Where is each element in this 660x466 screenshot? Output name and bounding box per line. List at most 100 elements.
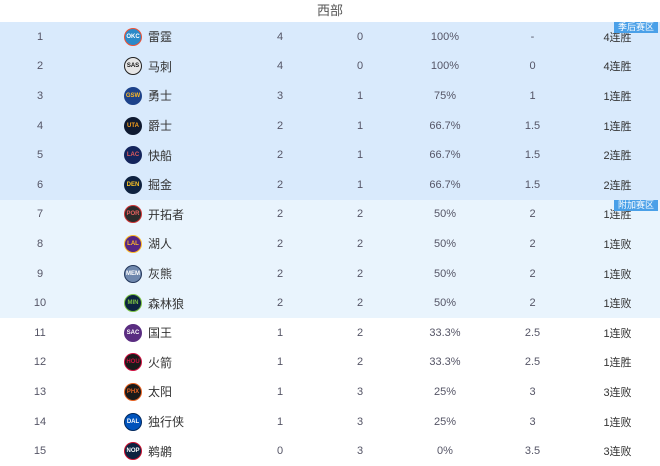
win-pct-value: 66.7% — [429, 149, 461, 162]
team-logo-icon: DAL — [124, 412, 142, 431]
win-pct-value: 33.3% — [429, 326, 461, 339]
games-behind-value: - — [530, 30, 535, 43]
losses-value: 1 — [356, 149, 364, 162]
team-logo-icon: MIN — [124, 294, 142, 313]
wins-value: 3 — [276, 89, 284, 102]
team-name: 灰熊 — [148, 267, 173, 282]
team-name: 鹈鹕 — [148, 444, 173, 459]
standings-row[interactable]: 15 NOP 鹈鹕 0 3 0% 3.5 3连败 — [0, 436, 660, 466]
losses-value: 1 — [356, 89, 364, 102]
wins-value: 0 — [276, 445, 284, 458]
losses-value: 2 — [356, 267, 364, 280]
team-name: 国王 — [148, 326, 173, 341]
losses-value: 2 — [356, 237, 364, 250]
streak-value: 3连败 — [603, 446, 632, 459]
games-behind-value: 1.5 — [524, 149, 541, 162]
standings-row[interactable]: 10 MIN 森林狼 2 2 50% 2 1连败 — [0, 288, 660, 318]
team-cell[interactable]: GSW 勇士 — [80, 86, 240, 105]
playin-zone-badge: 附加赛区 — [613, 199, 658, 211]
win-pct-value: 100% — [430, 60, 460, 73]
win-pct-value: 100% — [430, 30, 460, 43]
standings-row[interactable]: 12 HOU 火箭 1 2 33.3% 2.5 1连胜 — [0, 347, 660, 378]
win-pct-value: 50% — [433, 267, 457, 280]
playoff-zone-badge: 季后赛区 — [613, 22, 658, 33]
team-cell[interactable]: DEN 掘金 — [80, 175, 240, 194]
losses-value: 2 — [356, 356, 364, 369]
team-logo-icon: LAC — [124, 146, 142, 165]
streak-value: 1连败 — [603, 298, 632, 311]
standings-row[interactable]: 8 LAL 湖人 2 2 50% 2 1连败 — [0, 229, 660, 259]
rank-label: 11 — [34, 326, 46, 339]
losses-value: 2 — [356, 326, 364, 339]
standings-row[interactable]: 3 GSW 勇士 3 1 75% 1 1连胜 — [0, 81, 660, 111]
wins-value: 4 — [276, 60, 284, 73]
team-logo-icon: SAC — [124, 323, 142, 342]
standings-row[interactable]: 5 LAC 快船 2 1 66.7% 1.5 2连胜 — [0, 140, 660, 170]
standings-row[interactable]: 13 PHX 太阳 1 3 25% 3 3连败 — [0, 377, 660, 407]
team-name: 独行侠 — [148, 415, 185, 430]
team-logo-icon: NOP — [124, 442, 142, 461]
team-cell[interactable]: POR 开拓者 — [80, 205, 240, 224]
streak-value: 2连胜 — [603, 150, 632, 163]
win-pct-value: 50% — [433, 237, 457, 250]
losses-value: 1 — [356, 178, 364, 191]
losses-value: 1 — [356, 119, 364, 132]
wins-value: 2 — [276, 178, 284, 191]
team-cell[interactable]: MEM 灰熊 — [80, 264, 240, 283]
wins-value: 2 — [276, 297, 284, 310]
wins-value: 1 — [276, 385, 284, 398]
standings-row[interactable]: 1 OKC 雷霆 4 0 100% - 4连胜 季后赛区 — [0, 22, 660, 52]
team-name: 掘金 — [148, 178, 173, 193]
team-name: 太阳 — [148, 385, 173, 400]
team-cell[interactable]: HOU 火箭 — [80, 353, 240, 372]
team-cell[interactable]: SAC 国王 — [80, 323, 240, 342]
streak-value: 1连胜 — [603, 120, 632, 133]
win-pct-value: 66.7% — [429, 119, 461, 132]
standings-row[interactable]: 2 SAS 马刺 4 0 100% 0 4连胜 — [0, 51, 660, 82]
standings-row[interactable]: 14 DAL 独行侠 1 3 25% 3 1连败 — [0, 406, 660, 437]
standings-row[interactable]: 9 MEM 灰熊 2 2 50% 2 1连败 — [0, 258, 660, 289]
standings-row[interactable]: 7 POR 开拓者 2 2 50% 2 1连胜 附加赛区 — [0, 199, 660, 230]
team-name: 马刺 — [148, 59, 173, 74]
standings-row[interactable]: 6 DEN 掘金 2 1 66.7% 1.5 2连胜 — [0, 169, 660, 200]
team-cell[interactable]: LAL 湖人 — [80, 234, 240, 253]
team-cell[interactable]: OKC 雷霆 — [80, 27, 240, 46]
standings-row[interactable]: 4 UTA 爵士 2 1 66.7% 1.5 1连胜 — [0, 110, 660, 141]
wins-value: 2 — [276, 237, 284, 250]
wins-value: 4 — [276, 30, 284, 43]
streak-value: 4连胜 — [603, 31, 632, 44]
rank-label: 1 — [36, 30, 44, 43]
team-cell[interactable]: LAC 快船 — [80, 146, 240, 165]
team-cell[interactable]: UTA 爵士 — [80, 116, 240, 135]
rank-label: 8 — [36, 237, 44, 250]
win-pct-value: 25% — [433, 415, 457, 428]
losses-value: 2 — [356, 208, 364, 221]
team-name: 雷霆 — [148, 30, 173, 45]
streak-value: 1连胜 — [603, 209, 632, 222]
team-cell[interactable]: DAL 独行侠 — [80, 412, 240, 431]
team-cell[interactable]: MIN 森林狼 — [80, 294, 240, 313]
streak-value: 1连败 — [603, 238, 632, 251]
rank-label: 6 — [36, 178, 44, 191]
win-pct-value: 33.3% — [429, 356, 461, 369]
team-logo-icon: SAS — [124, 57, 142, 76]
rank-label: 2 — [36, 60, 44, 73]
team-name: 火箭 — [148, 355, 173, 370]
team-cell[interactable]: SAS 马刺 — [80, 57, 240, 76]
streak-value: 2连胜 — [603, 179, 632, 192]
team-cell[interactable]: PHX 太阳 — [80, 382, 240, 401]
streak-value: 1连败 — [603, 268, 632, 281]
losses-value: 3 — [356, 415, 364, 428]
games-behind-value: 3 — [529, 385, 536, 398]
standings-row[interactable]: 11 SAC 国王 1 2 33.3% 2.5 1连败 — [0, 317, 660, 348]
streak-value: 3连败 — [603, 386, 632, 399]
rank-label: 7 — [36, 208, 44, 221]
team-name: 湖人 — [148, 237, 173, 252]
win-pct-value: 25% — [433, 385, 457, 398]
losses-value: 0 — [356, 60, 364, 73]
streak-value: 1连胜 — [603, 357, 632, 370]
wins-value: 2 — [276, 149, 284, 162]
team-cell[interactable]: NOP 鹈鹕 — [80, 442, 240, 461]
standings-rows: 1 OKC 雷霆 4 0 100% - 4连胜 季后赛区 2 SAS 马刺 4 … — [0, 22, 660, 466]
